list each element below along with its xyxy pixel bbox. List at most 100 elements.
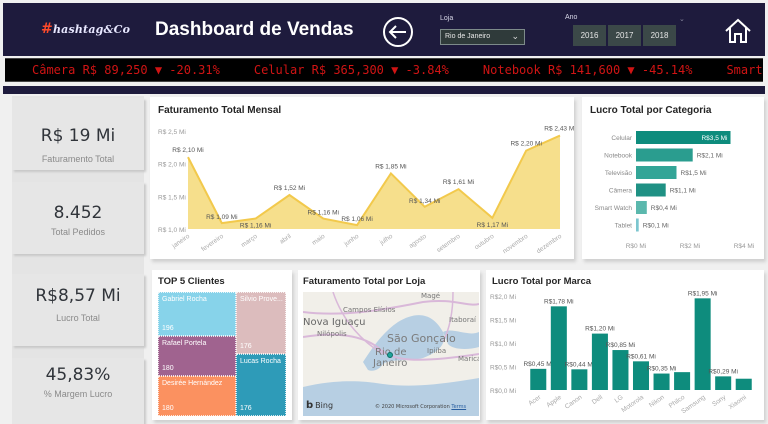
treemap-value: 176 <box>240 405 252 412</box>
loja-label: Loja <box>440 15 454 22</box>
bar[interactable] <box>550 306 567 390</box>
data-label: R$1,1 Mi <box>670 188 696 195</box>
data-label: R$1,95 Mi <box>688 290 718 297</box>
chart-lucro-marca[interactable]: Lucro Total por Marca R$0,0 Mi R$0,5 Mi R$… <box>486 270 764 420</box>
x-tick-label: março <box>240 233 259 249</box>
year-2017-button[interactable]: 2017 <box>608 25 641 46</box>
chart-title: Faturamento Total por Loja <box>303 276 426 287</box>
treemap-cell[interactable]: Lucas Rocha 176 <box>236 354 286 416</box>
map-faturamento-loja[interactable]: Faturamento Total por Loja Magé Campos E… <box>298 270 480 420</box>
bar[interactable] <box>636 218 639 232</box>
y-tick-label: R$2,0 Mi <box>490 294 516 301</box>
data-label: R$ 1,52 Mi <box>274 185 305 192</box>
treemap-cell[interactable]: Rafael Portela 180 <box>158 336 236 376</box>
x-tick-label: abril <box>279 233 294 246</box>
kpi-label: Total Pedidos <box>50 227 106 237</box>
area-fill <box>188 135 560 229</box>
map-label: Campos Elísios <box>343 306 396 314</box>
bar[interactable] <box>674 372 691 390</box>
treemap-value: 196 <box>162 325 174 332</box>
map-label: Janeiro <box>373 358 408 369</box>
home-button[interactable] <box>723 17 753 45</box>
year-2018-button[interactable]: 2018 <box>643 25 676 46</box>
x-tick-label: R$4 Mi <box>734 243 755 250</box>
data-label: R$ 2,10 Mi <box>172 147 203 154</box>
chart-faturamento-mensal[interactable]: Faturamento Total Mensal R$ 1,0 Mi R$ 1,5… <box>150 97 574 259</box>
bar[interactable] <box>530 368 547 390</box>
x-tick-label: outubro <box>473 233 495 252</box>
category-label: Smart Watch <box>595 205 633 212</box>
x-tick-label: maio <box>311 233 327 247</box>
loja-selected-value: Rio de Janeiro <box>445 33 491 40</box>
data-label: R$0,1 Mi <box>643 223 669 230</box>
x-tick-label: R$2 Mi <box>680 243 701 250</box>
terms-link[interactable]: Terms <box>451 404 467 410</box>
ticker-item: Notebook R$ 141,600 ▼ -45.14% <box>482 63 693 77</box>
chart-lucro-categoria[interactable]: Lucro Total por Categoria Celular R$3,5 M… <box>582 97 764 259</box>
bar[interactable] <box>735 378 752 390</box>
kpi-value: 8.452 <box>53 203 103 223</box>
category-label: Câmera <box>609 188 633 195</box>
map-label: Nova Iguaçu <box>303 317 366 328</box>
x-tick-label: novembro <box>502 233 530 256</box>
ticker-bar: Câmera R$ 89,250 ▼ -20.31% Celular R$ 365… <box>5 58 763 82</box>
bar[interactable] <box>653 373 670 390</box>
bar[interactable] <box>612 350 629 390</box>
chart-title: Lucro Total por Categoria <box>590 105 712 116</box>
map-label: Magé <box>421 292 441 300</box>
x-tick-label: fevereiro <box>200 233 225 253</box>
x-tick-label: agosto <box>408 233 428 250</box>
data-label: R$1,78 Mi <box>544 298 574 305</box>
chart-top5-clientes[interactable]: TOP 5 Clientes Gabriel Rocha 196 Rafael Po… <box>152 270 292 420</box>
data-label: R$ 1,09 Mi <box>206 214 237 221</box>
bar[interactable] <box>632 361 650 390</box>
bar[interactable] <box>636 201 647 214</box>
map-canvas[interactable]: Magé Campos Elísios Nova Iguaçu Nilópoli… <box>303 292 479 416</box>
bar[interactable] <box>715 376 732 390</box>
data-label: R$0,45 Mi <box>523 361 553 368</box>
bar[interactable] <box>636 166 677 179</box>
kpi-label: % Margem Lucro <box>43 389 113 399</box>
treemap-cell[interactable]: Desirée Hernández 180 <box>158 376 236 416</box>
bar-chart: Celular R$3,5 Mi Notebook R$2,1 Mi Televisão… <box>595 131 755 250</box>
x-tick-label: Nikon <box>648 394 666 409</box>
copyright-text: © 2020 Microsoft Corporation <box>375 404 450 410</box>
bar[interactable] <box>694 298 711 390</box>
treemap-cell[interactable]: Silvio Prove... 176 <box>236 292 286 354</box>
bar[interactable] <box>636 183 666 197</box>
ticker-item: Smart <box>726 63 763 77</box>
ticker-content: Câmera R$ 89,250 ▼ -20.31% Celular R$ 365… <box>32 63 763 77</box>
y-tick-label: R$ 2,5 Mi <box>158 129 186 136</box>
map-label: Ipiíba <box>427 347 447 355</box>
bar[interactable] <box>591 333 608 390</box>
data-label: R$ 1,17 Mi <box>477 222 508 229</box>
ticker-item: Câmera R$ 89,250 ▼ -20.31% <box>32 63 220 77</box>
ano-slicer: 2016 2017 2018 <box>573 25 676 46</box>
kpi-value: R$ 19 Mi <box>40 126 116 146</box>
treemap: Gabriel Rocha 196 Rafael Portela 180 Desirée… <box>158 292 286 416</box>
bar[interactable] <box>636 131 731 144</box>
chevron-down-icon[interactable]: ⌄ <box>679 15 685 23</box>
treemap-name: Silvio Prove... <box>240 296 283 303</box>
y-tick-label: R$ 1,0 Mi <box>158 227 186 234</box>
chart-title: Faturamento Total Mensal <box>158 105 282 116</box>
store-location-marker[interactable] <box>387 352 393 358</box>
y-tick-label: R$ 2,0 Mi <box>158 162 186 169</box>
ticker-item: Celular R$ 365,300 ▼ -3.84% <box>253 63 449 77</box>
bar[interactable] <box>636 148 693 162</box>
hashtag-icon: # <box>41 21 53 37</box>
category-label: Tablet <box>615 223 633 230</box>
year-2016-button[interactable]: 2016 <box>573 25 606 46</box>
treemap-cell[interactable]: Gabriel Rocha 196 <box>158 292 236 336</box>
area-line <box>187 134 561 227</box>
x-tick-label: julho <box>378 233 394 247</box>
ano-label: Ano <box>565 14 578 21</box>
bar[interactable] <box>571 369 588 390</box>
treemap-name: Lucas Rocha <box>240 358 281 365</box>
back-button[interactable] <box>381 15 415 49</box>
kpi-label: Lucro Total <box>56 313 100 323</box>
x-tick-label: Apple <box>545 394 563 409</box>
loja-dropdown[interactable]: Rio de Janeiro ⌄ <box>440 29 525 45</box>
data-label: R$1,5 Mi <box>681 170 707 177</box>
